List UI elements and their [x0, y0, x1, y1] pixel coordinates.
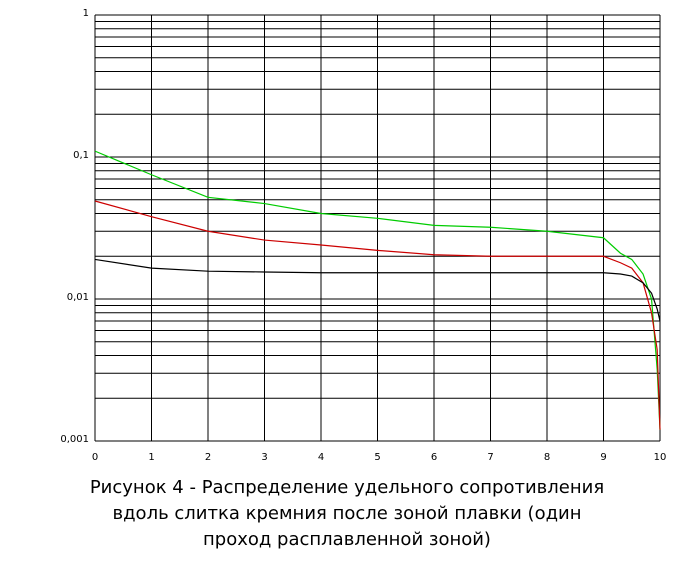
x-tick-label: 10 [654, 452, 667, 463]
chart-title: Рисунок 4 - Распределение удельного сопр… [89, 477, 605, 550]
y-tick-label: 0,001 [60, 434, 89, 445]
x-tick-label: 3 [261, 452, 267, 463]
x-tick-label: 8 [544, 452, 550, 463]
y-tick-label: 0,01 [67, 292, 89, 303]
y-tick-label: 0,1 [73, 150, 89, 161]
y-tick-label: 1 [83, 8, 89, 19]
x-tick-label: 6 [431, 452, 437, 463]
series-line [94, 150, 661, 430]
x-tick-label: 5 [374, 452, 380, 463]
x-tick-label: 0 [92, 452, 98, 463]
x-tick-label: 4 [318, 452, 324, 463]
x-tick-label: 7 [487, 452, 493, 463]
x-tick-label: 2 [205, 452, 211, 463]
series-line [94, 200, 661, 430]
series-line [94, 258, 661, 322]
x-tick-label: 9 [600, 452, 606, 463]
x-tick-label: 1 [148, 452, 154, 463]
